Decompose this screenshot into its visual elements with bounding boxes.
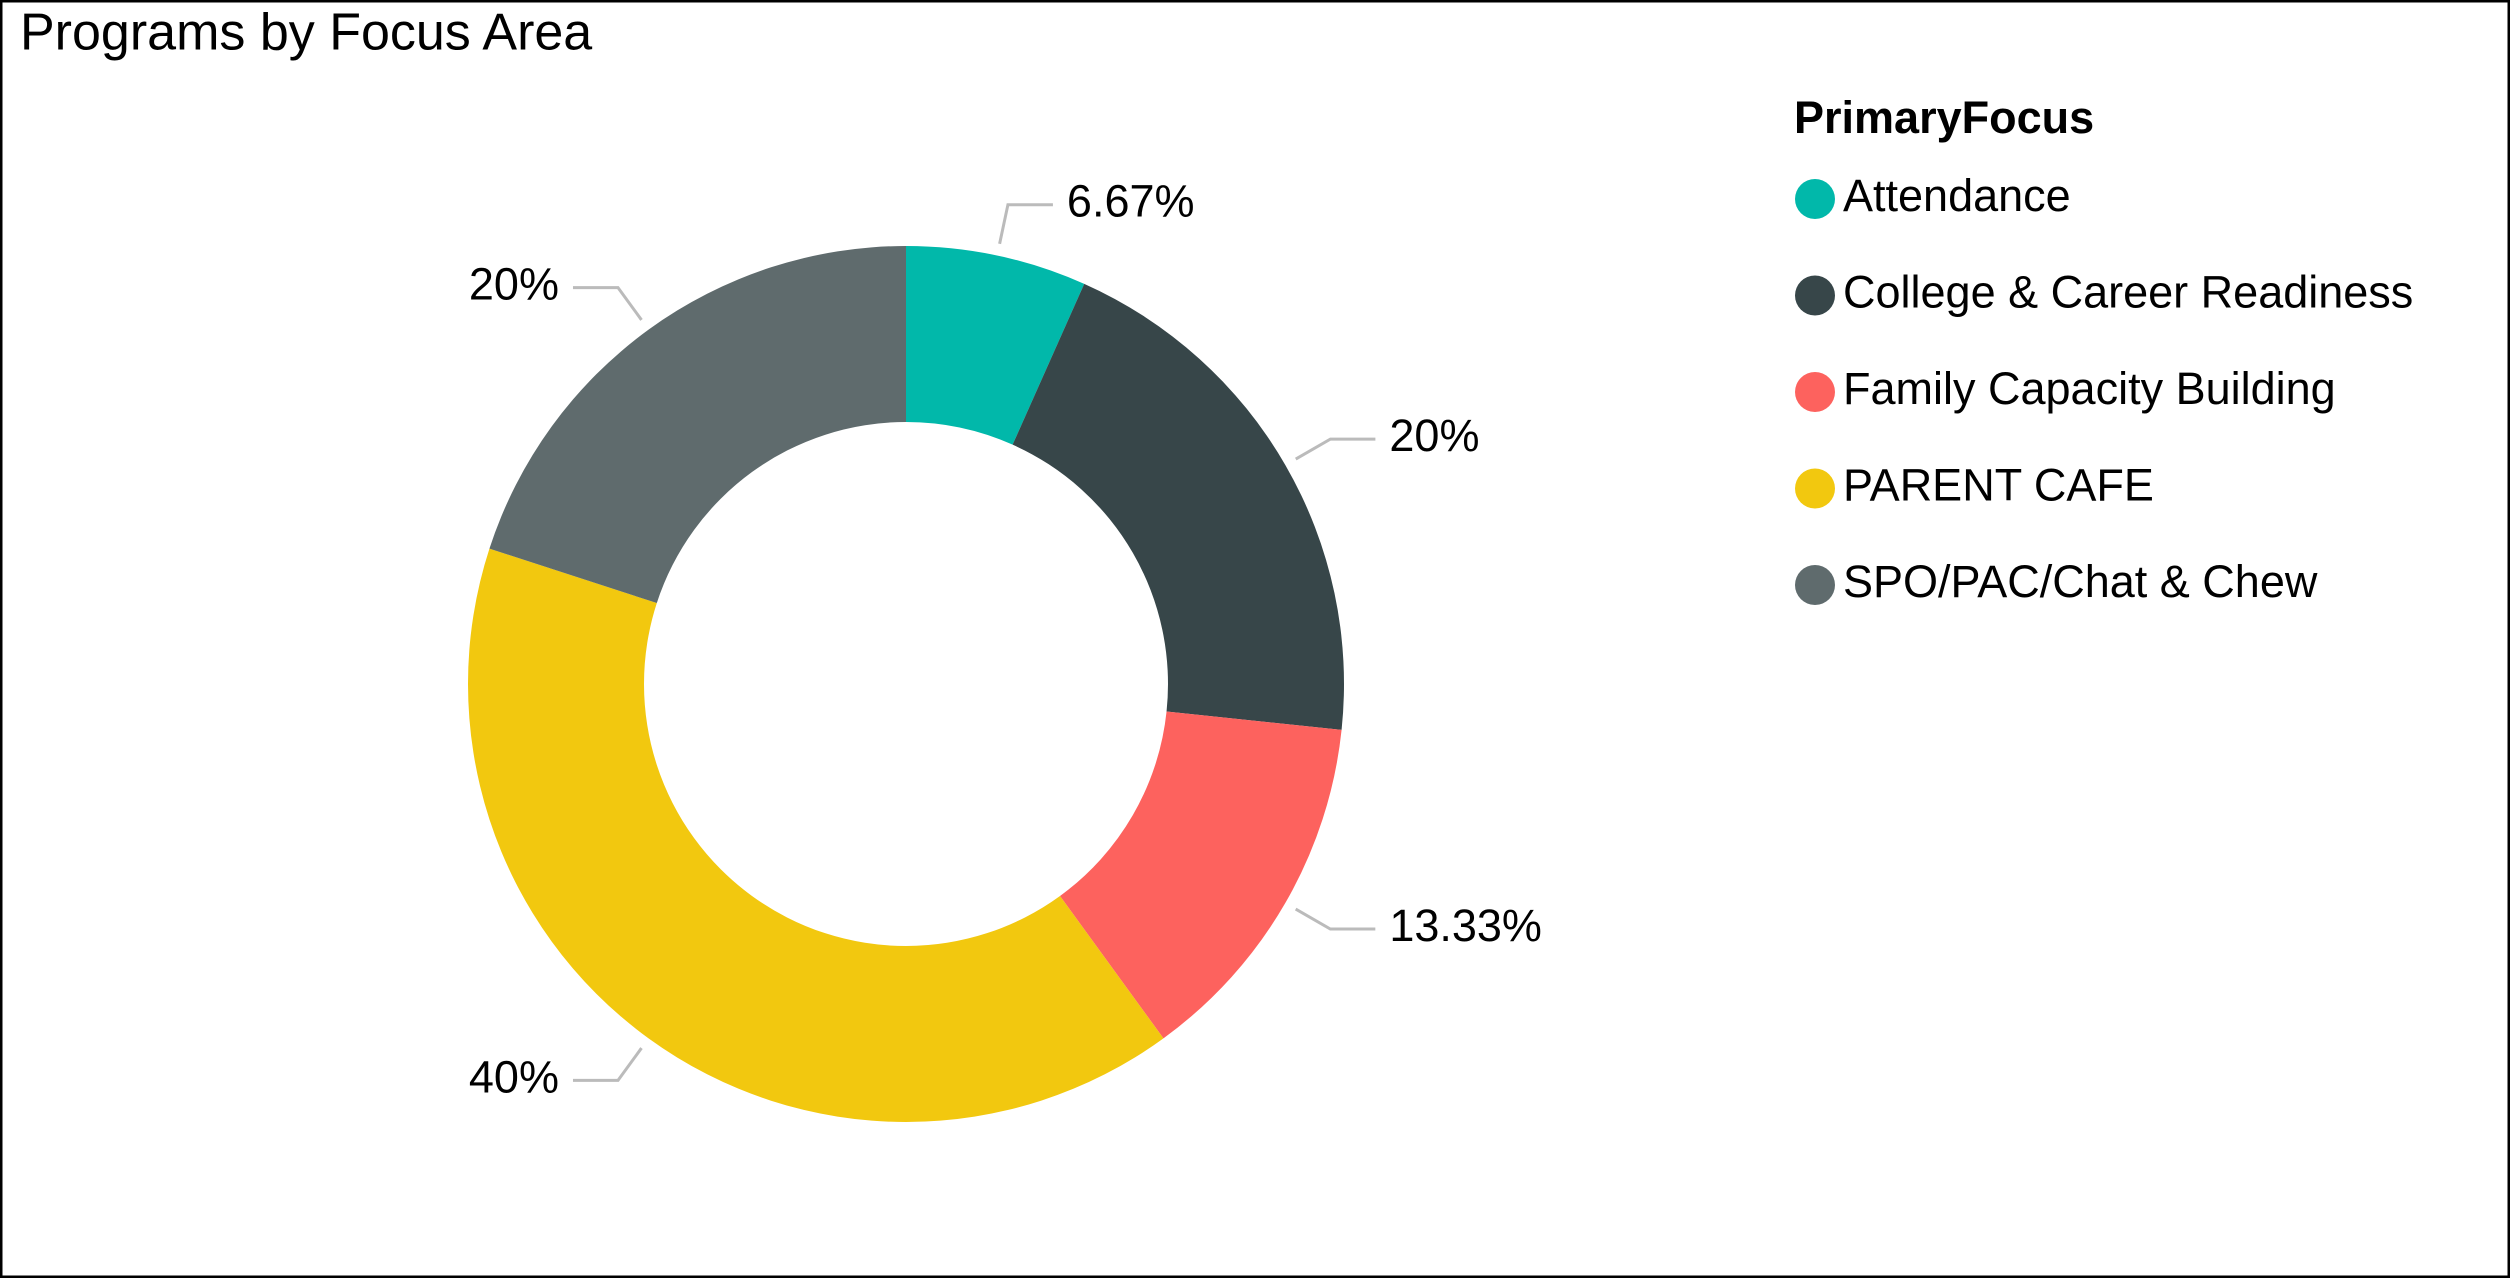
data-label: 13.33% <box>1389 900 1542 951</box>
slice <box>1012 283 1344 730</box>
legend-title: PrimaryFocus <box>1794 92 2094 143</box>
leader-line <box>572 286 643 321</box>
leader-line <box>1294 907 1376 931</box>
legend-marker <box>1795 468 1835 509</box>
legend-marker <box>1795 179 1835 219</box>
legend-label: Family Capacity Building <box>1843 363 2336 414</box>
chart-title: Programs by Focus Area <box>20 4 592 62</box>
slice <box>467 548 1164 1122</box>
slice <box>1059 711 1342 1039</box>
legend-label: College & Career Readiness <box>1843 266 2413 317</box>
legend-label: SPO/PAC/Chat & Chew <box>1843 556 2318 607</box>
slice <box>906 246 1085 445</box>
slice <box>489 246 906 604</box>
legend-marker <box>1795 275 1835 316</box>
data-label: 6.67% <box>1067 176 1195 227</box>
leader-line <box>572 1047 643 1082</box>
data-label: 20% <box>1389 410 1479 461</box>
leader-line <box>998 203 1053 245</box>
data-label: 20% <box>469 258 559 309</box>
legend-label: PARENT CAFE <box>1843 459 2154 510</box>
legend-label: Attendance <box>1843 170 2071 221</box>
legend-marker <box>1795 565 1835 605</box>
legend-marker <box>1795 372 1835 412</box>
data-label: 40% <box>469 1051 559 1102</box>
leader-line <box>1295 437 1376 461</box>
